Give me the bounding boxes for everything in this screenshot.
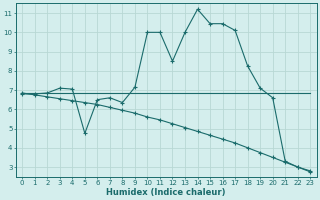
X-axis label: Humidex (Indice chaleur): Humidex (Indice chaleur): [107, 188, 226, 197]
